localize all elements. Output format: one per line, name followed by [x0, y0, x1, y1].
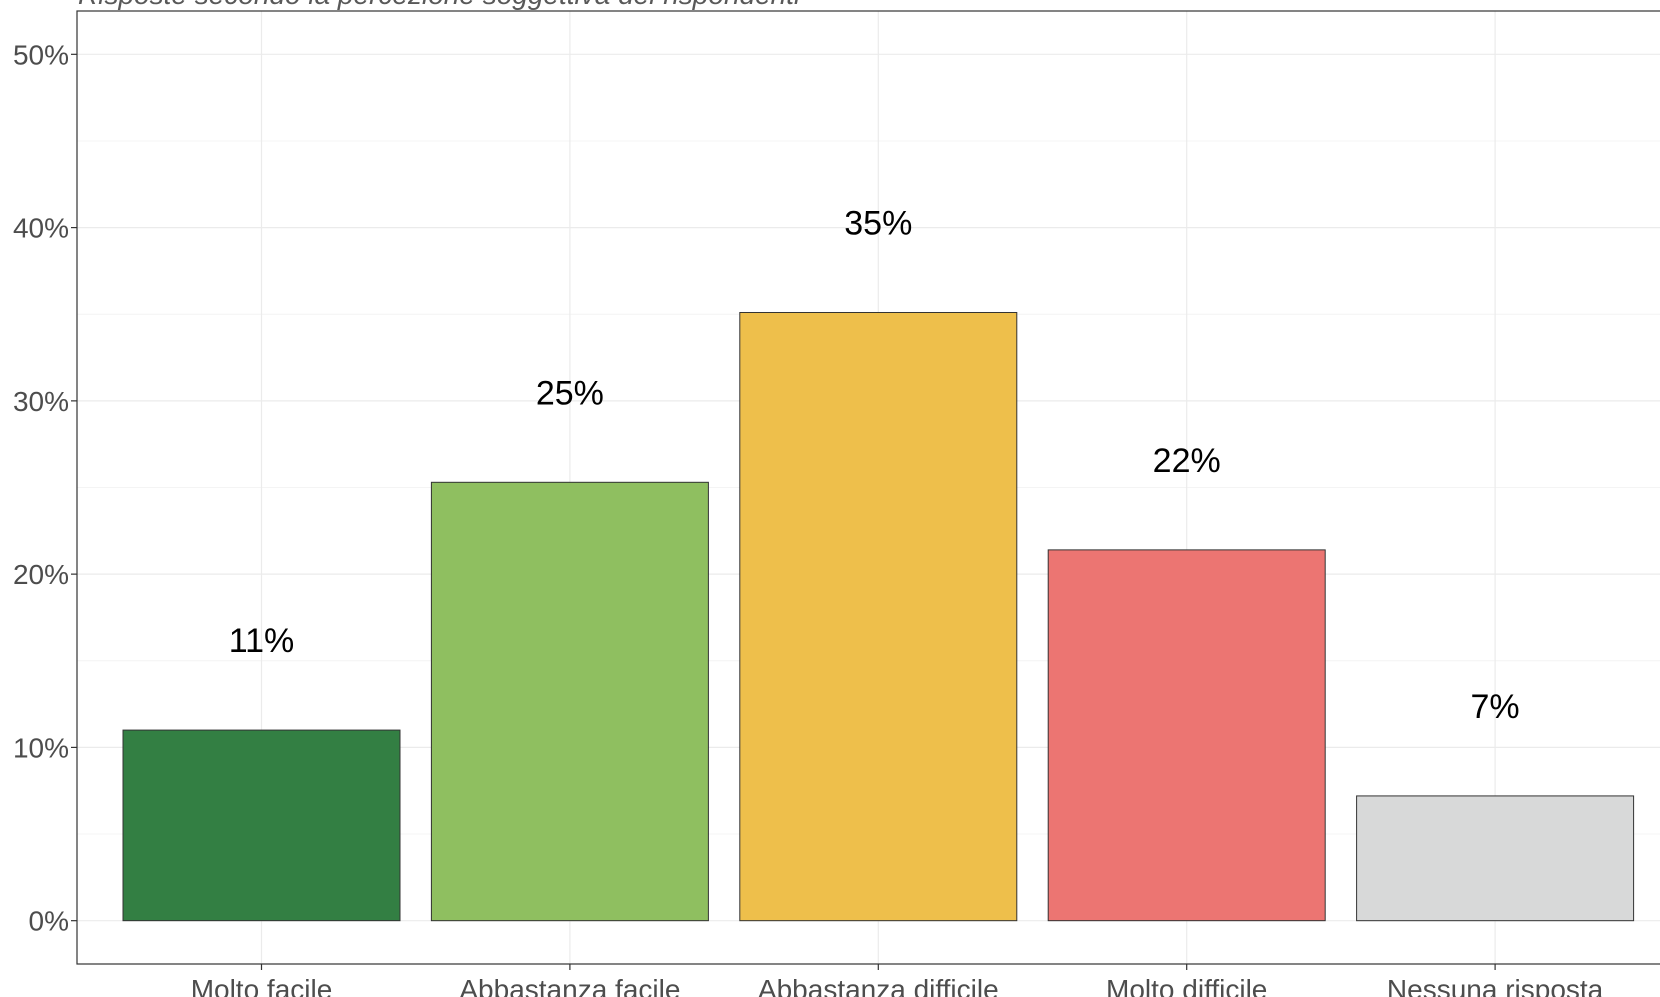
y-tick-label: 20% [13, 559, 69, 590]
x-tick-label: Abbastanza facile [459, 974, 680, 997]
y-tick-label: 50% [13, 39, 69, 70]
data-label: 22% [1153, 442, 1221, 480]
x-axis: Molto facile Abbastanza facile Abbastanza … [191, 964, 1604, 997]
y-axis: 0% 10% 20% 30% 40% 50% [13, 39, 77, 937]
y-tick-label: 10% [13, 732, 69, 763]
y-tick-label: 0% [29, 906, 69, 937]
x-tick-label: Nessuna risposta [1387, 974, 1604, 997]
bar-abbastanza-facile [430, 481, 709, 922]
y-tick-label: 40% [13, 213, 69, 244]
data-label: 7% [1471, 688, 1520, 726]
y-tick-label: 30% [13, 386, 69, 417]
bar-molto-difficile [1047, 549, 1326, 922]
x-tick-label: Molto difficile [1106, 974, 1267, 997]
data-label: 11% [229, 622, 295, 660]
bars-group [122, 311, 1635, 922]
x-tick-label: Abbastanza difficile [758, 974, 999, 997]
bar-nessuna-risposta [1356, 795, 1635, 922]
chart-subtitle: Risposte secondo la percezione soggettiv… [78, 0, 801, 10]
x-tick-label: Molto facile [191, 974, 333, 997]
bar-abbastanza-difficile [739, 311, 1018, 922]
data-label: 35% [844, 204, 912, 242]
data-label: 25% [536, 374, 604, 412]
data-labels-group: 11% 25% 35% 22% 7% [229, 204, 1520, 725]
bar-molto-facile [122, 729, 401, 922]
panel-border [76, 10, 1660, 965]
